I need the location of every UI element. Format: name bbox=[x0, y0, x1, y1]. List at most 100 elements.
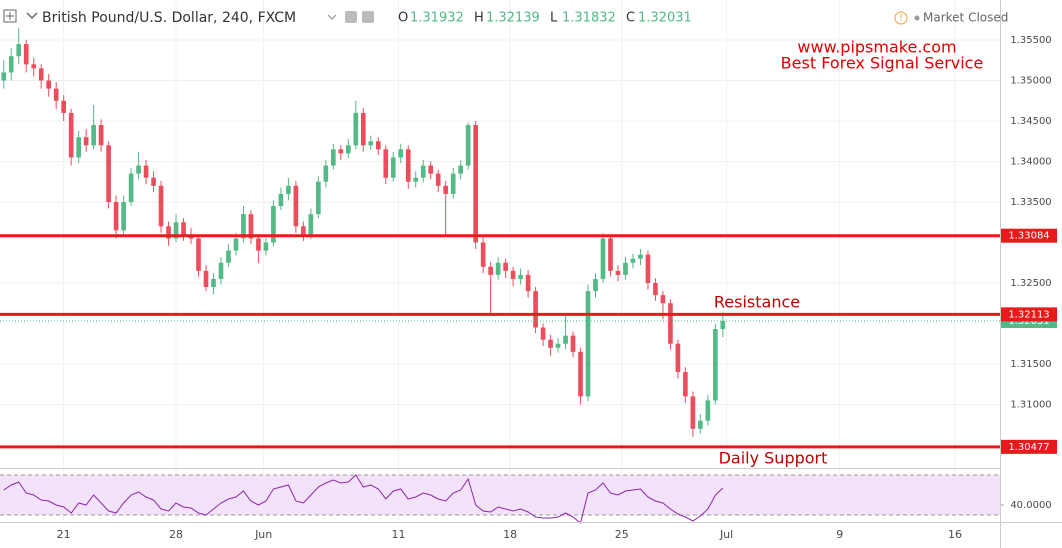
candle-body bbox=[76, 137, 81, 158]
candle-body bbox=[203, 270, 209, 288]
candle-body bbox=[720, 320, 726, 330]
candle-body bbox=[675, 343, 681, 373]
candle-body bbox=[495, 262, 501, 275]
candle-body bbox=[593, 278, 598, 292]
candle-body bbox=[31, 64, 37, 69]
candle-body bbox=[600, 238, 606, 279]
x-tick-label: 9 bbox=[836, 528, 843, 541]
eye-icon[interactable] bbox=[345, 11, 357, 23]
candle-body bbox=[458, 165, 463, 174]
annotation: Daily Support bbox=[719, 449, 828, 468]
x-tick-label: Jul bbox=[719, 528, 733, 541]
candle-body bbox=[615, 270, 621, 275]
candle-body bbox=[683, 372, 688, 397]
candle-body bbox=[106, 145, 111, 203]
candle-body bbox=[645, 254, 651, 284]
candle-body bbox=[435, 173, 441, 186]
candle-body bbox=[226, 250, 231, 263]
y-tick-label: 1.35000 bbox=[1010, 76, 1051, 87]
chart-title: British Pound/U.S. Dollar, 240, FXCM bbox=[42, 10, 296, 26]
candle-body bbox=[173, 222, 179, 239]
candle-body bbox=[638, 254, 643, 259]
candle-body bbox=[705, 400, 711, 421]
y-tick-label: 1.31000 bbox=[1010, 399, 1051, 410]
y-tick-label: 1.34000 bbox=[1010, 157, 1051, 168]
settings-icon[interactable] bbox=[362, 11, 374, 23]
candle-body bbox=[16, 44, 22, 57]
market-status: Market Closed bbox=[923, 11, 1008, 25]
candle-body bbox=[653, 283, 658, 296]
candle-body bbox=[61, 100, 66, 113]
candle-body bbox=[548, 339, 553, 348]
candle-body bbox=[121, 202, 126, 231]
candle-body bbox=[286, 185, 291, 194]
y-tick-label: 1.32500 bbox=[1010, 278, 1051, 289]
candle-body bbox=[323, 165, 329, 182]
candle-body bbox=[301, 226, 306, 235]
candle-body bbox=[98, 125, 104, 146]
candle-body bbox=[480, 242, 486, 267]
candle-body bbox=[375, 141, 381, 150]
rsi-band bbox=[0, 475, 1000, 515]
level-tag bbox=[1001, 228, 1057, 243]
y-tick-label: 1.31500 bbox=[1010, 359, 1051, 370]
candle-body bbox=[196, 238, 201, 271]
candle-body bbox=[510, 270, 516, 279]
last-price-label: 1.32031 bbox=[1008, 316, 1049, 327]
ohlc-key: C bbox=[626, 11, 635, 26]
candle-body bbox=[316, 181, 321, 215]
level-tag bbox=[1001, 439, 1057, 454]
crosshair-icon[interactable] bbox=[3, 9, 17, 23]
candle-body bbox=[53, 88, 59, 101]
candle-body bbox=[218, 262, 224, 279]
y-tick-label: 40.0000 bbox=[1010, 500, 1051, 511]
candle-body bbox=[503, 262, 508, 271]
candle-body bbox=[668, 303, 673, 344]
x-tick-label: 16 bbox=[948, 528, 962, 541]
plot bbox=[0, 27, 1000, 524]
candle-body bbox=[413, 177, 419, 182]
dropdown-icon[interactable] bbox=[327, 14, 337, 20]
candle-body bbox=[578, 351, 583, 397]
candle-body bbox=[256, 238, 261, 251]
candle-body bbox=[233, 238, 239, 251]
candle-body bbox=[443, 185, 449, 194]
x-tick-label: 21 bbox=[57, 528, 71, 541]
ohlc-key: H bbox=[474, 11, 484, 26]
status-dot bbox=[914, 15, 920, 21]
ohlc-key: O bbox=[398, 11, 408, 26]
candle-body bbox=[143, 165, 149, 178]
candle-body bbox=[540, 327, 546, 340]
x-tick-label: 18 bbox=[503, 528, 517, 541]
grid bbox=[0, 0, 1004, 522]
candle-body bbox=[465, 125, 471, 166]
warning-icon bbox=[894, 11, 908, 25]
candle-body bbox=[518, 274, 523, 279]
candle-body bbox=[563, 335, 568, 344]
candle-body bbox=[383, 149, 389, 178]
candle-body bbox=[533, 291, 538, 328]
candle-body bbox=[241, 214, 246, 239]
candle-body bbox=[113, 202, 119, 231]
x-tick-label: 28 bbox=[169, 528, 183, 541]
candle-body bbox=[331, 149, 336, 166]
annotation: Resistance bbox=[714, 293, 800, 312]
y-tick-label: 1.34500 bbox=[1010, 116, 1051, 127]
candle-body bbox=[353, 112, 359, 146]
collapse-icon[interactable] bbox=[26, 12, 38, 20]
candle-body bbox=[345, 145, 351, 154]
y-tick-label: 1.33500 bbox=[1010, 197, 1051, 208]
candle-body bbox=[450, 173, 456, 194]
candle-body bbox=[83, 137, 89, 146]
ohlc-value: 1.32031 bbox=[638, 11, 692, 26]
candle-body bbox=[308, 214, 314, 235]
x-tick-label: 11 bbox=[392, 528, 406, 541]
candle-body bbox=[698, 420, 703, 429]
candle-body bbox=[473, 125, 478, 243]
candle-body bbox=[488, 266, 493, 275]
ohlc-key: L bbox=[550, 11, 558, 26]
candle-body bbox=[428, 165, 434, 174]
level-label: 1.30477 bbox=[1008, 442, 1049, 453]
